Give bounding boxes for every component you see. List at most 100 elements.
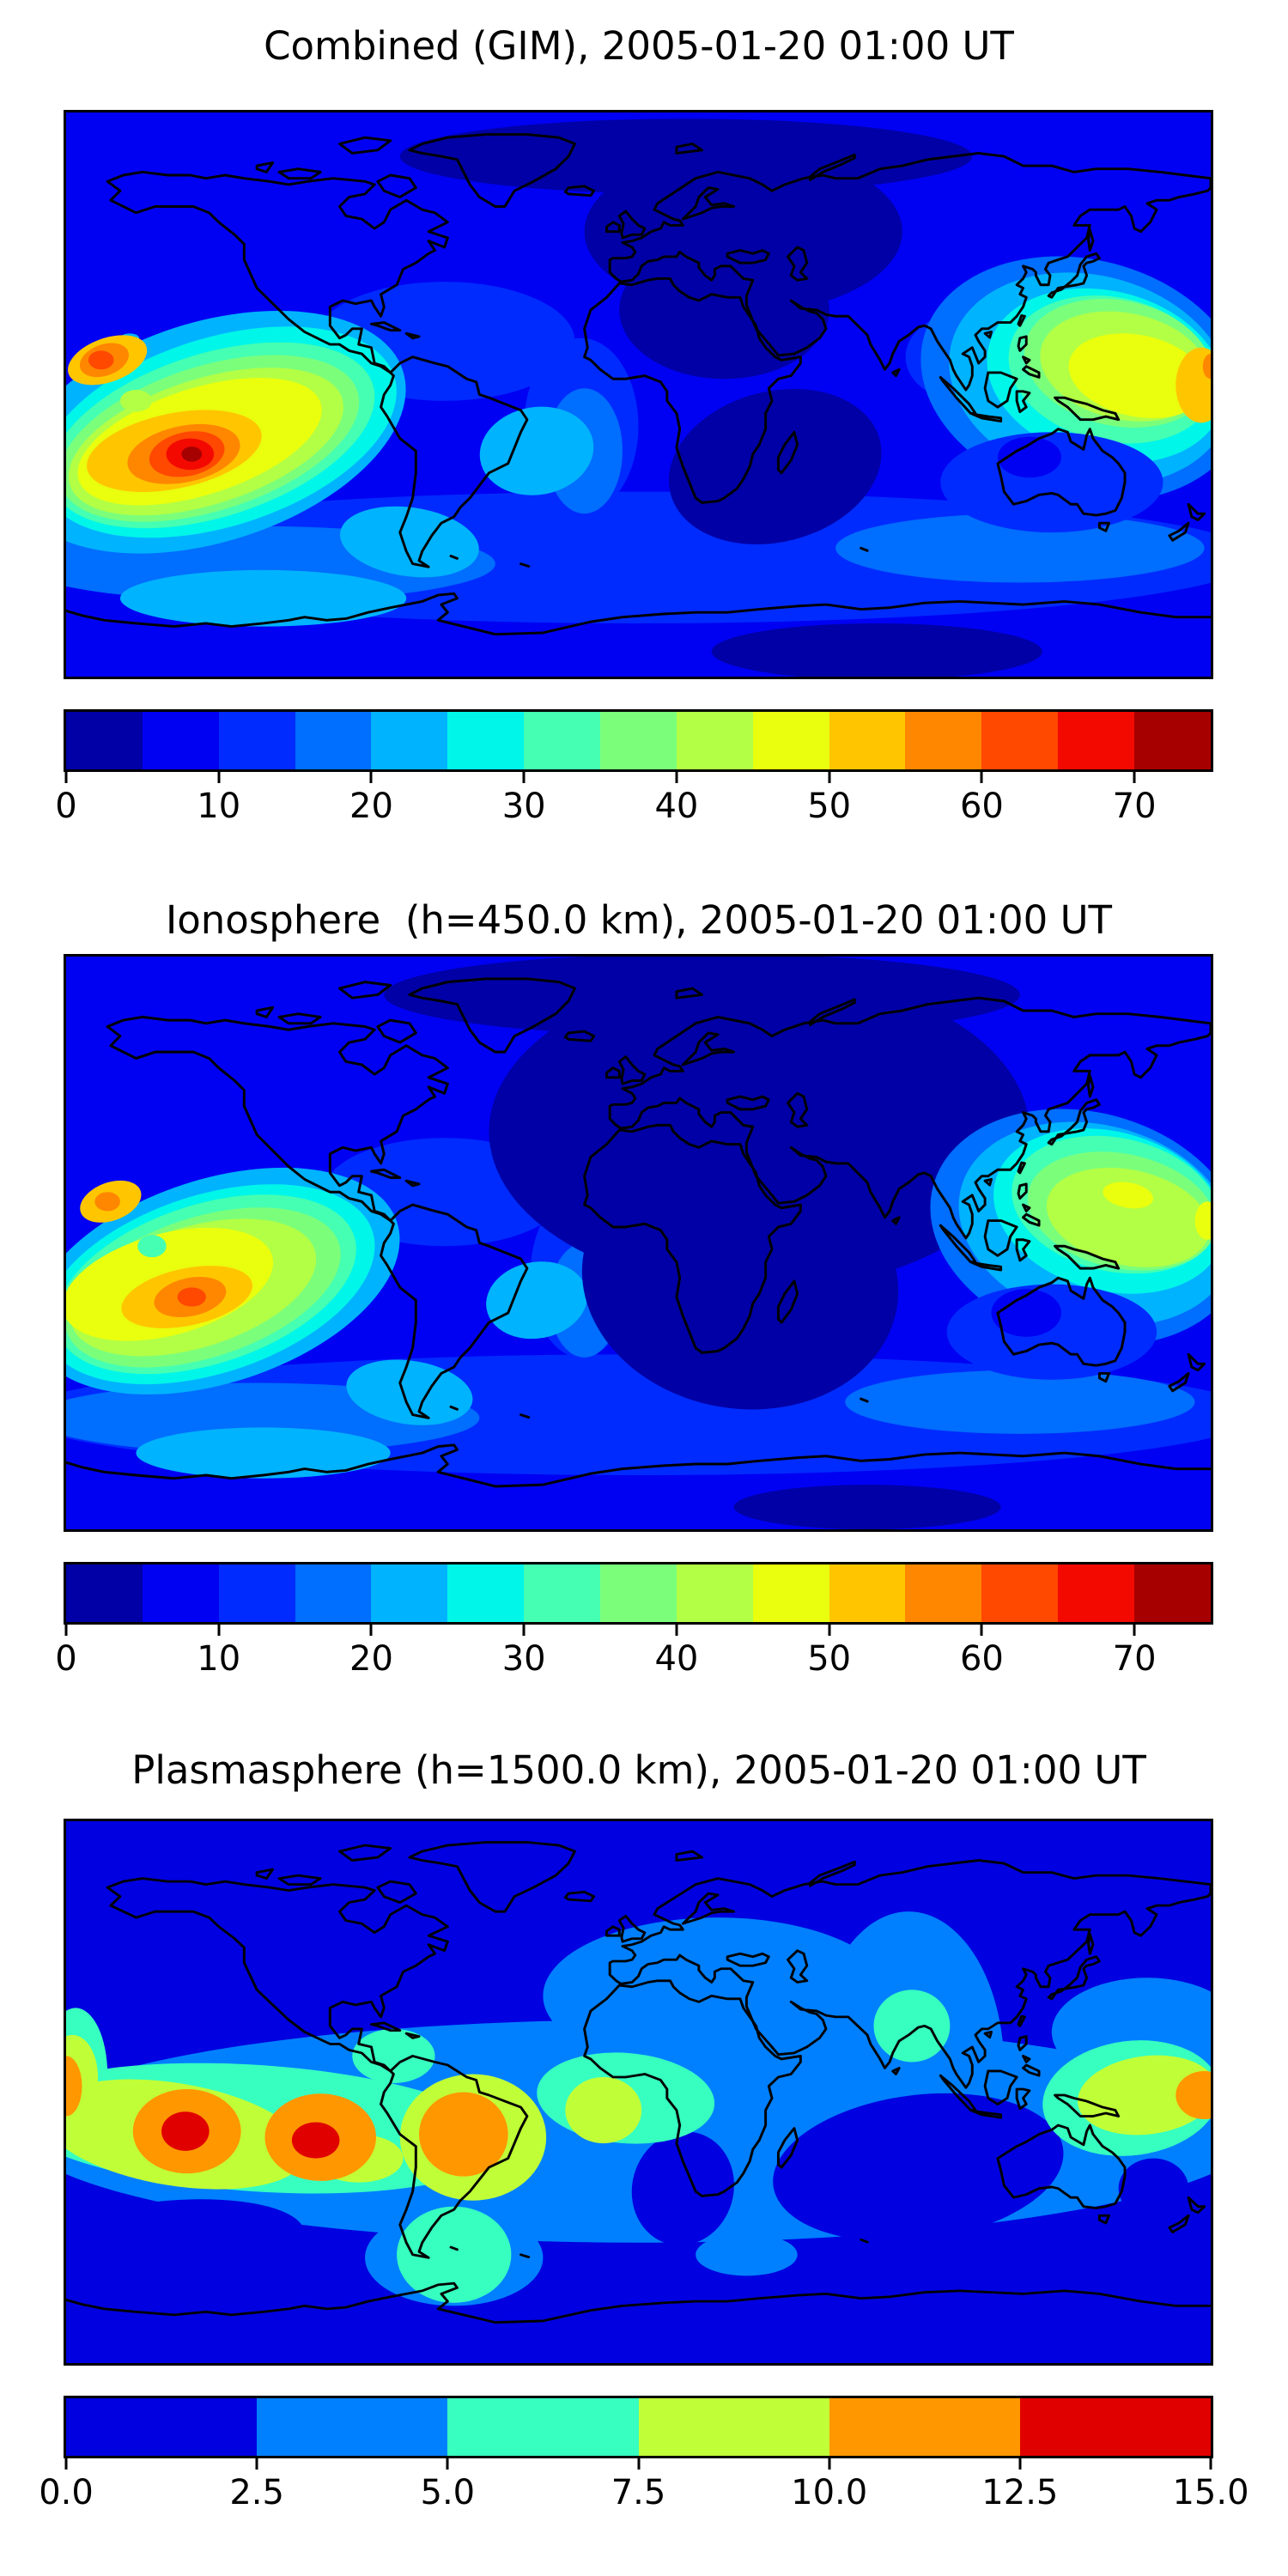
colorbar-tick-label: 20	[349, 1639, 393, 1679]
colorbar-segment	[524, 1564, 601, 1622]
colorbar-tick-label: 15.0	[1172, 2473, 1249, 2512]
colorbar-segment	[447, 712, 525, 769]
colorbar-labels-plasmasphere: 0.0 2.5 5.0 7.5 10.0 12.5 15.0	[39, 2473, 1249, 2517]
colorbar-tick	[828, 2458, 831, 2470]
colorbar-ionosphere	[64, 1562, 1213, 1636]
colorbar-segment	[905, 1564, 982, 1622]
peak-1-core	[161, 2111, 210, 2151]
colorbar-tick-label: 0	[55, 787, 77, 826]
primary-peak-core	[181, 447, 203, 462]
colorbar-tick	[369, 1625, 373, 1636]
colorbar-tick	[64, 1625, 68, 1636]
colorbar-segment	[66, 2398, 258, 2456]
colorbar-segment	[600, 712, 677, 769]
colorbar-plasmasphere	[64, 2396, 1213, 2470]
panel-1-title: Combined (GIM), 2005-01-20 01:00 UT	[264, 23, 1014, 69]
india-enhancement	[873, 1990, 951, 2063]
north-crest-core	[94, 1192, 120, 1212]
colorbar-segment	[66, 712, 143, 769]
colorbar-segment	[981, 712, 1059, 769]
south-america-maximum	[419, 2092, 508, 2177]
colorbar-tick	[446, 2458, 449, 2470]
colorbar-tick	[675, 1625, 678, 1636]
colorbar-segment	[257, 2398, 448, 2456]
colorbar-segment	[371, 1564, 448, 1622]
colorbar-segment	[638, 2398, 829, 2456]
colorbar-segment	[1058, 1564, 1135, 1622]
colorbar-segment	[905, 712, 982, 769]
between-crest-dip	[137, 1235, 167, 1258]
colorbar-segment	[829, 712, 906, 769]
colorbar-segment	[142, 712, 219, 769]
colorbar-tick	[1209, 2458, 1212, 2470]
colorbar-tick	[1133, 1625, 1136, 1636]
contours-ionosphere	[66, 957, 1211, 1529]
colorbar-tick	[217, 772, 221, 783]
colorbar-segment	[295, 712, 372, 769]
contours-5-10-and-above	[66, 118, 1211, 677]
north-crest-core	[88, 350, 114, 370]
colorbar-segment	[447, 1564, 525, 1622]
colorbar-segment	[1134, 712, 1211, 769]
world-map-ionosphere	[66, 957, 1211, 1529]
colorbar-tick-label: 10	[197, 787, 241, 826]
colorbar-tick-label: 50	[807, 787, 852, 826]
night-side-minimum	[384, 957, 1030, 1529]
colorbar-tick	[980, 1625, 983, 1636]
colorbar-tick	[522, 772, 526, 783]
colorbar-tick-label: 60	[959, 1639, 1004, 1679]
primary-peak-core	[177, 1287, 206, 1307]
colorbar-segment	[676, 1564, 753, 1622]
colorbar-tick-label: 30	[501, 1639, 546, 1679]
colorbar-segment	[1058, 712, 1135, 769]
colorbar-tick	[255, 2458, 258, 2470]
colorbar-labels-ionosphere: 0 10 20 30 40 50 60 70	[55, 1639, 1211, 1683]
colorbar-segment	[371, 712, 448, 769]
colorbar-segment	[295, 1564, 372, 1622]
colorbar-tick	[369, 772, 373, 783]
colorbar-combined-gim	[64, 709, 1213, 783]
colorbar-tick-label: 10.0	[791, 2473, 868, 2512]
map-combined-gim	[64, 110, 1213, 679]
colorbar-tick-label: 40	[654, 787, 699, 826]
colorbar-tick	[1018, 2458, 1022, 2470]
colorbar-tick-label: 5.0	[420, 2473, 476, 2512]
colorbar-tick-label: 2.5	[229, 2473, 284, 2512]
colorbar-tick-label: 0	[55, 1639, 77, 1679]
colorbar-segment	[218, 1564, 295, 1622]
colorbar-segment	[142, 1564, 219, 1622]
colorbar-tick-label: 40	[654, 1639, 699, 1679]
colorbar-tick-label: 0.0	[39, 2473, 94, 2512]
panel-2-title: Ionosphere (h=450.0 km), 2005-01-20 01:0…	[165, 897, 1113, 943]
colorbar-segment	[1019, 2398, 1212, 2456]
colorbar-tick-label: 12.5	[981, 2473, 1059, 2512]
colorbar-tick-label: 50	[807, 1639, 852, 1679]
colorbar-tick	[980, 772, 983, 783]
between-crest-dip	[119, 390, 152, 412]
colorbar-tick-label: 20	[349, 787, 393, 826]
colorbar-segment	[676, 712, 753, 769]
colorbar-tick	[828, 1625, 831, 1636]
colorbar-segment	[752, 1564, 829, 1622]
world-map-plasmasphere	[66, 1821, 1211, 2363]
colorbar-segment	[829, 2398, 1020, 2456]
colorbar-segment	[218, 712, 295, 769]
night-side-minimum	[399, 118, 1042, 677]
colorbar-segment	[1134, 1564, 1211, 1622]
panel-3-title: Plasmasphere (h=1500.0 km), 2005-01-20 0…	[131, 1747, 1146, 1793]
colorbar-tick-label: 10	[197, 1639, 241, 1679]
colorbar-segment	[600, 1564, 677, 1622]
colorbar-tick-label: 30	[501, 787, 546, 826]
colorbar-segment	[66, 1564, 143, 1622]
colorbar-segment	[829, 1564, 906, 1622]
colorbar-tick-label: 60	[959, 787, 1004, 826]
world-map-combined-gim	[66, 112, 1211, 677]
peak-2-core	[291, 2122, 340, 2159]
colorbar-tick	[1133, 772, 1136, 783]
colorbar-labels-combined-gim: 0 10 20 30 40 50 60 70	[55, 787, 1211, 830]
colorbar-tick-label: 7.5	[611, 2473, 666, 2512]
colorbar-segment	[752, 712, 829, 769]
colorbar-tick	[64, 772, 68, 783]
colorbar-tick-label: 70	[1112, 787, 1157, 826]
